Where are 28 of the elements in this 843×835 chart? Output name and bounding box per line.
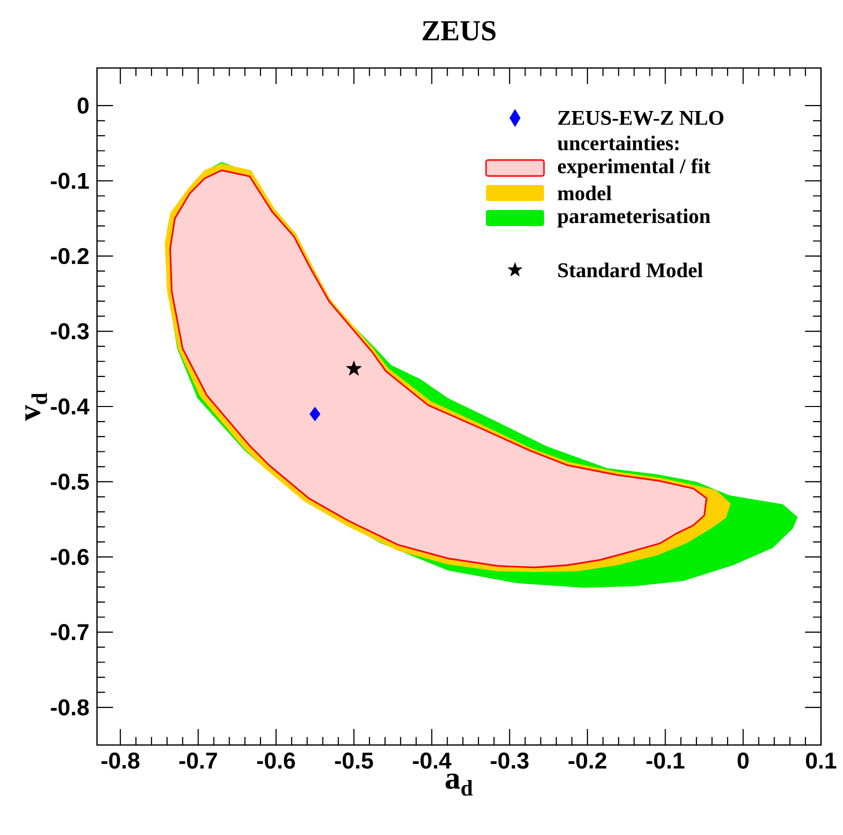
y-tick-label: -0.5 bbox=[50, 474, 89, 490]
x-tick-label: -0.2 bbox=[568, 752, 606, 769]
x-tick-label: -0.1 bbox=[646, 752, 684, 769]
y-axis-title: v$_{d}$ bbox=[25, 392, 48, 421]
annotation: uncertainties: bbox=[558, 136, 679, 150]
legend-label: parameterisation bbox=[557, 208, 710, 228]
x-tick-label: -0.8 bbox=[102, 752, 140, 769]
x-tick-label: -0.5 bbox=[335, 752, 374, 769]
y-tick-label: -0.6 bbox=[50, 548, 89, 566]
legend-label: Standard Model bbox=[558, 262, 703, 278]
y-tick-label: -0.3 bbox=[50, 323, 89, 340]
legend-label: model bbox=[558, 186, 612, 200]
y-tick-label: -0.2 bbox=[50, 248, 89, 264]
x-tick-label: 0 bbox=[738, 752, 749, 769]
y-tick-label: 0 bbox=[78, 97, 89, 114]
y-tick-label: -0.8 bbox=[50, 699, 89, 716]
legend-label: ZEUS-EW-Z NLO bbox=[558, 110, 724, 126]
x-tick-label: -0.6 bbox=[257, 752, 295, 769]
x-tick-label: -0.4 bbox=[412, 752, 452, 769]
x-tick-label: 0.1 bbox=[806, 752, 836, 769]
y-tick-label: -0.7 bbox=[50, 624, 88, 640]
x-tick-label: -0.7 bbox=[179, 752, 217, 769]
x-axis-title: a$_{d}$ bbox=[446, 774, 473, 796]
y-tick-label: -0.4 bbox=[50, 398, 90, 415]
chart-title: ZEUS bbox=[422, 21, 496, 40]
x-tick-label: -0.3 bbox=[490, 752, 529, 769]
legend-label: experimental / fit bbox=[558, 158, 711, 178]
y-tick-label: -0.1 bbox=[50, 172, 89, 189]
